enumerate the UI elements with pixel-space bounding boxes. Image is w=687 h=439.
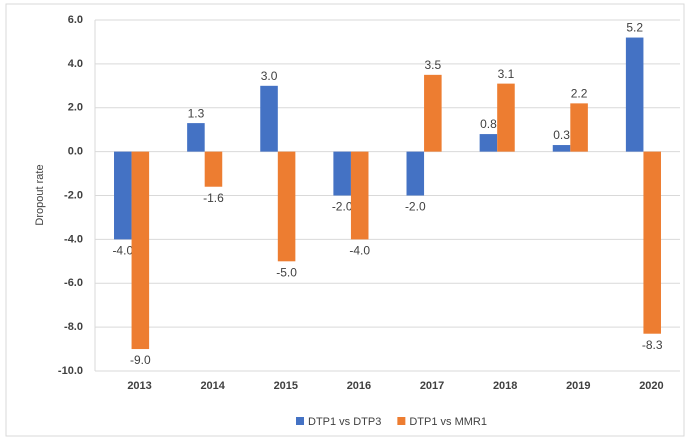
- legend-label: DTP1 vs MMR1: [409, 416, 487, 428]
- bar: [552, 145, 571, 152]
- x-tick-label: 2018: [493, 380, 517, 392]
- bar: [497, 83, 515, 152]
- y-tick-label: 4.0: [68, 58, 83, 70]
- legend-swatch: [397, 417, 406, 425]
- bar: [131, 151, 150, 350]
- data-label: 0.8: [480, 117, 497, 131]
- data-label: -4.0: [112, 244, 133, 258]
- bar: [406, 151, 425, 196]
- data-label: 3.0: [261, 69, 278, 83]
- legend-label: DTP1 vs DTP3: [308, 416, 381, 428]
- bar: [424, 74, 442, 152]
- bar: [570, 103, 588, 152]
- data-label: -2.0: [332, 200, 353, 214]
- x-tick-label: 2017: [420, 380, 444, 392]
- data-label: -9.0: [130, 353, 151, 367]
- x-tick-label: 2020: [639, 380, 663, 392]
- legend-swatch: [296, 417, 304, 425]
- data-label: -5.0: [276, 265, 297, 279]
- bar: [350, 151, 369, 240]
- bar: [114, 151, 132, 240]
- bar: [277, 151, 296, 262]
- data-label: -4.0: [349, 244, 370, 258]
- data-label: -2.0: [405, 200, 426, 214]
- bar: [204, 151, 223, 187]
- x-tick-label: 2019: [566, 380, 590, 392]
- y-tick-label: 6.0: [68, 14, 83, 26]
- bar: [260, 85, 278, 152]
- y-tick-label: 2.0: [68, 102, 83, 114]
- bar: [333, 151, 351, 196]
- data-label: 2.2: [571, 87, 588, 101]
- bar: [625, 37, 644, 152]
- y-axis-title: Dropout rate: [34, 164, 46, 225]
- x-tick-label: 2014: [200, 380, 225, 392]
- y-tick-label: -6.0: [64, 277, 83, 289]
- x-tick-label: 2016: [347, 380, 371, 392]
- y-tick-label: -4.0: [64, 233, 83, 245]
- y-tick-label: -10.0: [58, 365, 83, 377]
- x-tick-label: 2015: [274, 380, 298, 392]
- bar: [643, 151, 661, 334]
- data-label: -8.3: [642, 338, 663, 352]
- data-label: 3.5: [424, 58, 441, 72]
- y-tick-label: -8.0: [64, 321, 83, 333]
- data-label: 0.3: [553, 128, 570, 142]
- bar: [479, 134, 498, 152]
- data-label: 3.1: [498, 67, 515, 81]
- data-label: -1.6: [203, 191, 224, 205]
- y-tick-label: -2.0: [64, 189, 83, 201]
- x-tick-label: 2013: [127, 380, 151, 392]
- data-label: 1.3: [188, 106, 205, 120]
- y-tick-label: 0.0: [68, 146, 83, 158]
- bar: [187, 123, 205, 152]
- data-label: 5.2: [626, 21, 643, 35]
